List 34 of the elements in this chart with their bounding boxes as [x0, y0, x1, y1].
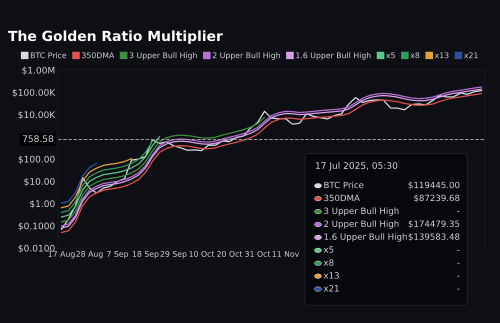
line-series: [60, 116, 266, 223]
ref-line-label: 758.58: [22, 135, 54, 142]
text: x21: [324, 285, 339, 292]
annotation: 17 Jul 2025, 05:30: [316, 162, 398, 171]
text: x8: [324, 259, 334, 266]
annotation: 2 Upper Bull High: [324, 220, 398, 229]
annotation: 1.6 Upper Bull High: [324, 233, 407, 242]
text: -: [457, 250, 460, 251]
text: -: [457, 276, 460, 277]
line-series: [60, 136, 160, 218]
annotation: $87239.68: [414, 194, 460, 202]
y-tick-label: $100.00K: [12, 88, 56, 98]
annotation: 3 Upper Bull High: [324, 207, 398, 216]
line-series: [60, 140, 154, 214]
y-tick-label: $10.00K: [18, 111, 56, 120]
chart-title: The Golden Ratio Multiplier: [8, 30, 223, 44]
annotation: BTC Price: [324, 182, 364, 188]
text: x13: [324, 272, 339, 279]
annotation: 350DMA: [324, 194, 360, 202]
line-series: [60, 158, 132, 208]
y-tick-label: $100.00: [18, 156, 55, 164]
y-tick-label: $0.0100: [18, 244, 55, 253]
y-tick-label: $1.00: [30, 200, 55, 208]
text: -: [457, 288, 460, 290]
y-tick-label: $10.00: [24, 178, 55, 186]
text: -: [457, 262, 460, 264]
annotation: $119445.00: [408, 182, 460, 190]
y-tick-label: $0.1000: [18, 222, 55, 231]
annotation: $174479.35: [408, 220, 460, 228]
annotation: $139583.48: [408, 233, 460, 242]
annotation: x5: [324, 246, 334, 253]
y-tick-label: $1.00M: [22, 66, 54, 75]
annotation: -: [457, 211, 460, 212]
line-series: [60, 162, 98, 204]
